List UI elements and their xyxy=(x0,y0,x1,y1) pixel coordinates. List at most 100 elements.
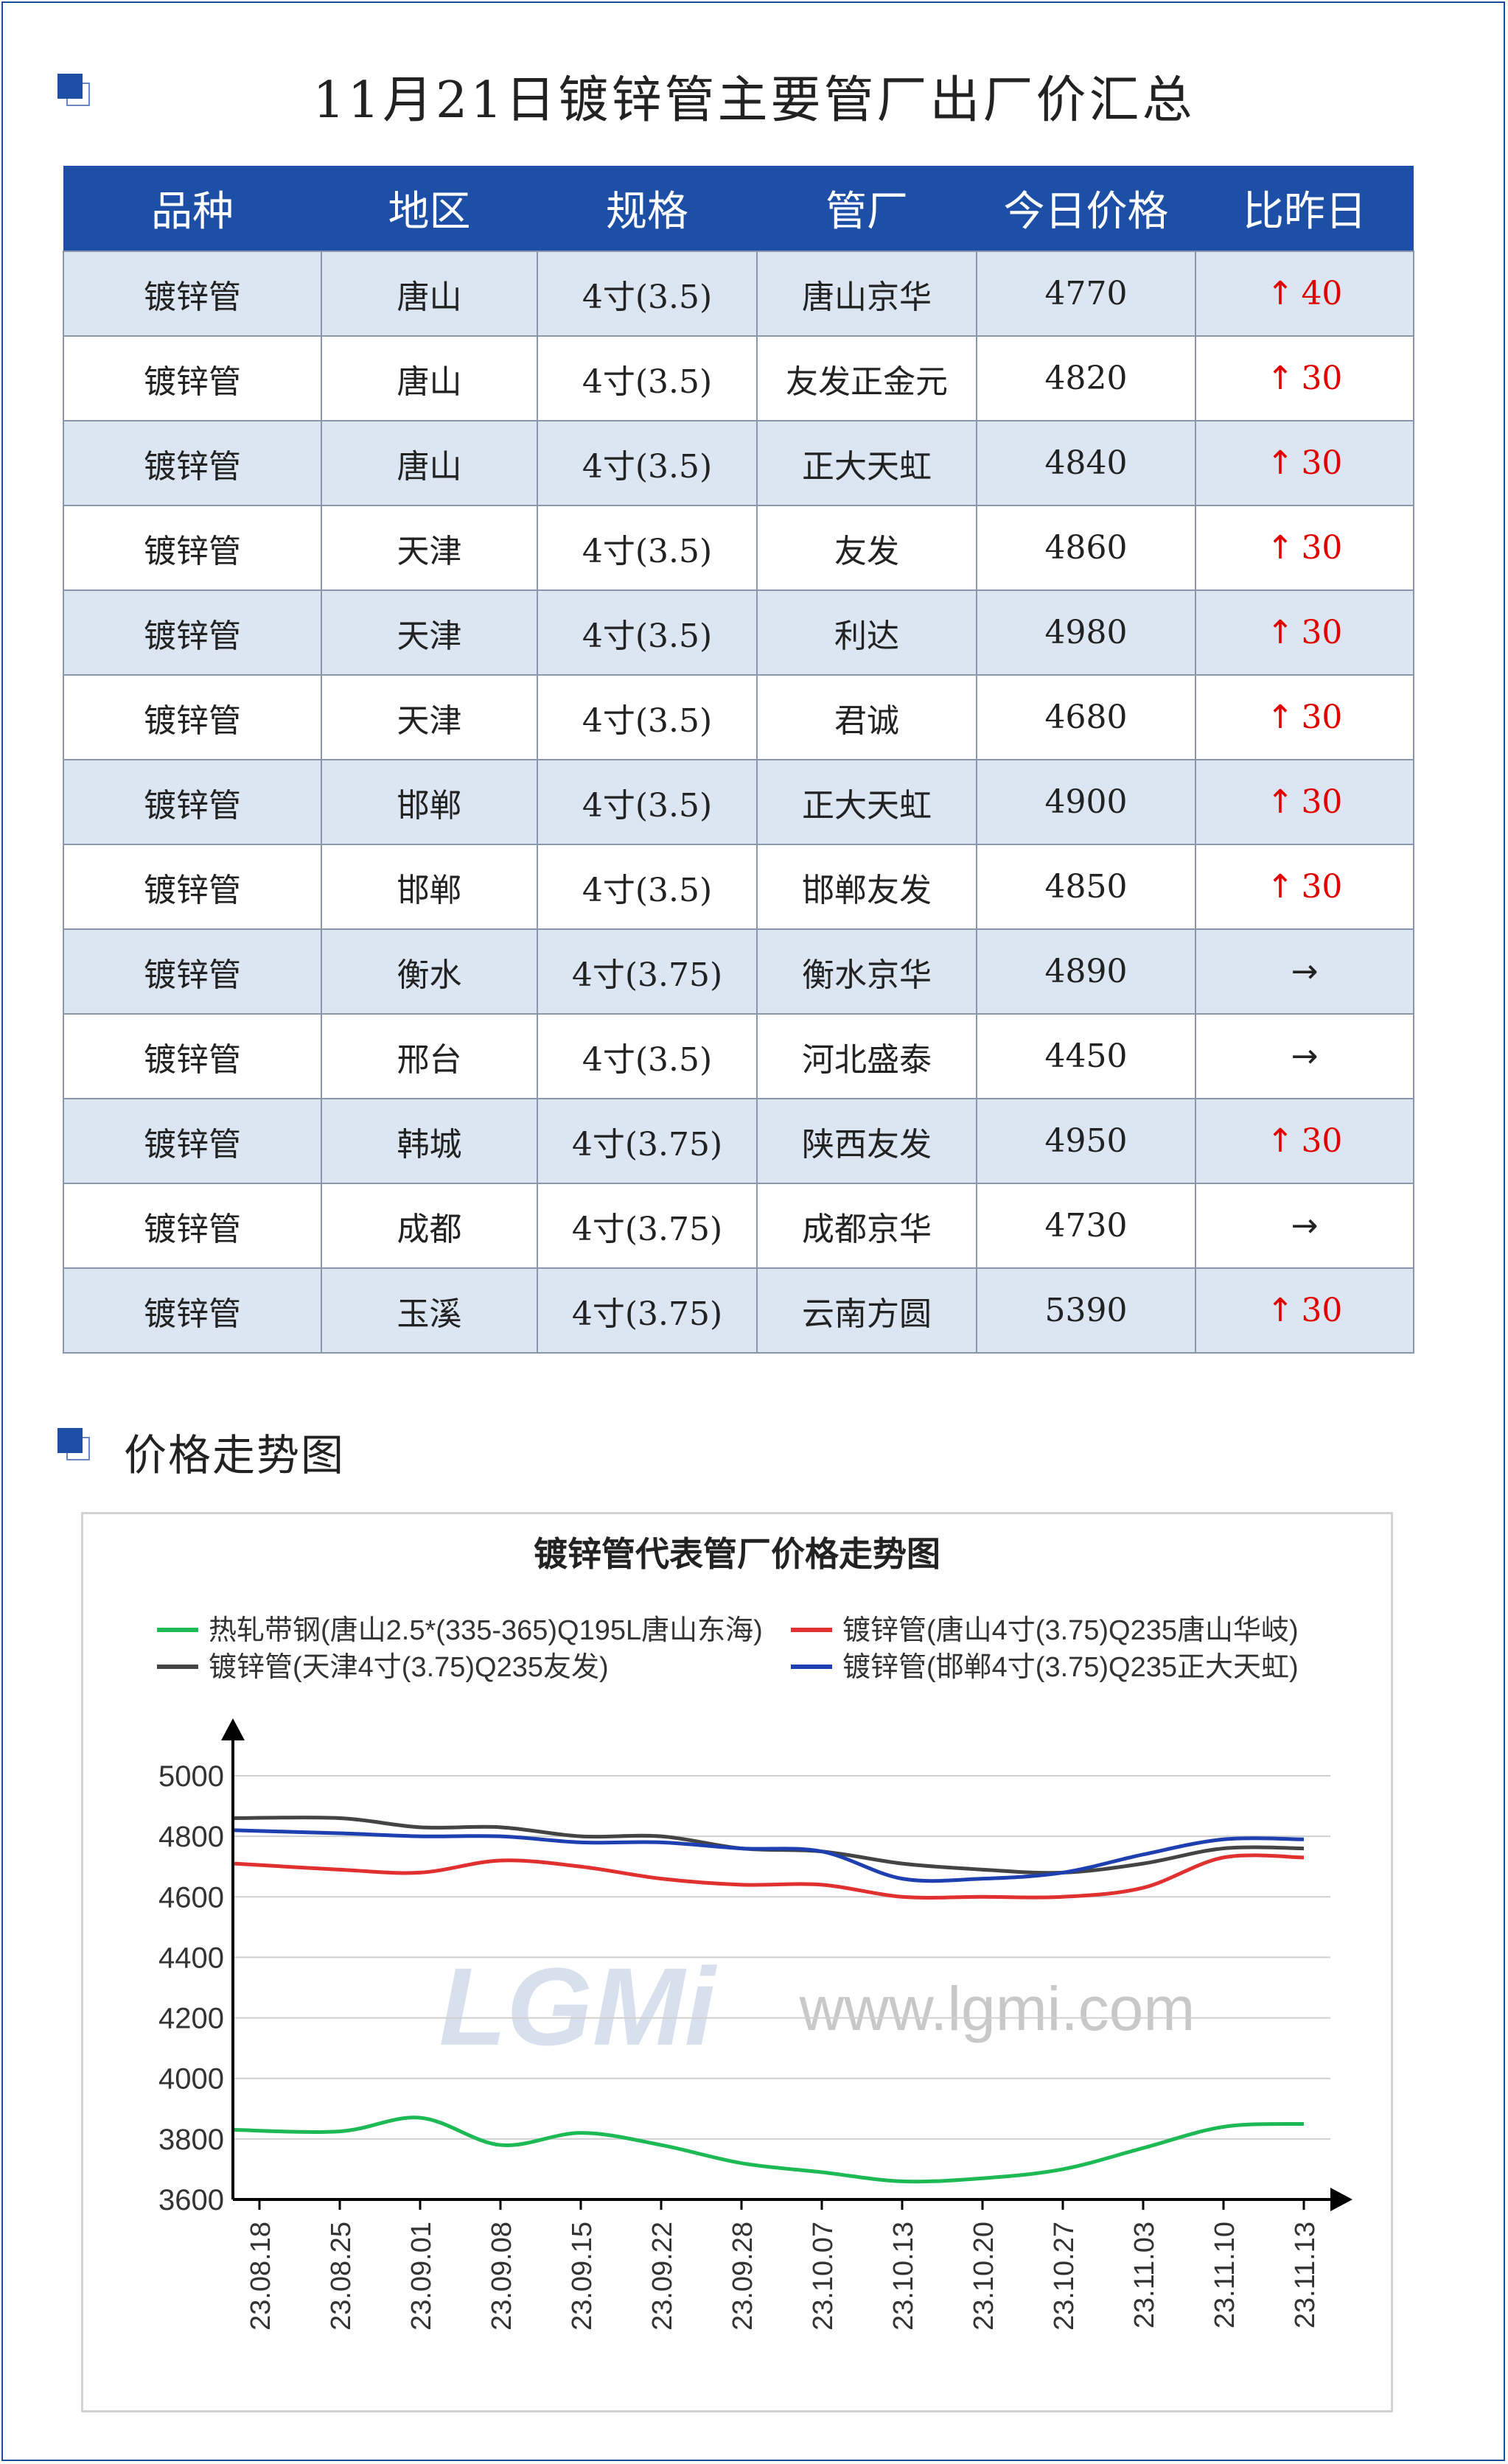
y-tick-label: 5000 xyxy=(158,1760,224,1793)
y-tick-label: 3600 xyxy=(158,2184,224,2216)
up-arrow-icon: ↑ xyxy=(1266,614,1294,651)
region-cell: 韩城 xyxy=(321,1098,538,1184)
change-value: 40 xyxy=(1301,275,1343,312)
header-spec: 规格 xyxy=(537,166,757,251)
header-variety: 品种 xyxy=(63,166,321,251)
spec-cell: 4寸(3.5) xyxy=(537,844,758,930)
y-tick-label: 4200 xyxy=(158,2003,224,2035)
mill-cell: 正大天虹 xyxy=(756,420,977,506)
table-row: 镀锌管 唐山 4寸(3.5) 唐山京华 4770 ↑ 40 xyxy=(63,251,1414,337)
table-row: 镀锌管 成都 4寸(3.75) 成都京华 4730 → xyxy=(63,1183,1414,1269)
series-line xyxy=(234,2115,1305,2184)
y-tick-label: 4400 xyxy=(158,1942,224,1974)
price-trend-chart: 镀锌管代表管厂价格走势图热轧带钢(唐山2.5*(335-365)Q195L唐山东… xyxy=(157,1535,1352,2331)
change-cell: ↑ 30 xyxy=(1195,1098,1414,1184)
table-row: 镀锌管 韩城 4寸(3.75) 陕西友发 4950 ↑ 30 xyxy=(63,1098,1414,1184)
region-cell: 唐山 xyxy=(321,420,538,506)
table-row: 镀锌管 邯郸 4寸(3.5) 邯郸友发 4850 ↑ 30 xyxy=(63,844,1414,930)
x-tick-label: 23.09.15 xyxy=(567,2222,598,2331)
variety-cell: 镀锌管 xyxy=(63,335,322,421)
table-row: 镀锌管 邢台 4寸(3.5) 河北盛泰 4450 → xyxy=(63,1013,1414,1099)
up-arrow-icon: ↑ xyxy=(1266,529,1294,567)
spec-cell: 4寸(3.75) xyxy=(537,1098,758,1184)
variety-cell: 镀锌管 xyxy=(63,505,322,591)
spec-cell: 4寸(3.75) xyxy=(537,928,758,1015)
variety-cell: 镀锌管 xyxy=(63,1013,322,1099)
variety-cell: 镀锌管 xyxy=(63,674,322,760)
up-arrow-icon: ↑ xyxy=(1266,699,1294,736)
page-title: 11月21日镀锌管主要管厂出厂价汇总 xyxy=(313,71,1195,130)
y-tick-label: 4600 xyxy=(158,1881,224,1914)
change-cell: → xyxy=(1195,928,1414,1015)
region-cell: 邯郸 xyxy=(321,844,538,930)
table-row: 镀锌管 唐山 4寸(3.5) 正大天虹 4840 ↑ 30 xyxy=(63,420,1414,506)
up-arrow-icon: ↑ xyxy=(1266,444,1294,482)
table-row: 镀锌管 邯郸 4寸(3.5) 正大天虹 4900 ↑ 30 xyxy=(63,759,1414,845)
watermark-logo: LGMi xyxy=(439,1945,718,2068)
price-cell: 5390 xyxy=(976,1267,1196,1354)
change-cell: ↑ 30 xyxy=(1195,674,1414,760)
up-arrow-icon: ↑ xyxy=(1266,1292,1294,1329)
region-cell: 邯郸 xyxy=(321,759,538,845)
price-cell: 4850 xyxy=(976,844,1196,930)
change-cell: ↑ 30 xyxy=(1195,1267,1414,1354)
change-value: 30 xyxy=(1301,1122,1343,1160)
price-cell: 4890 xyxy=(976,928,1196,1015)
change-cell: ↑ 30 xyxy=(1195,759,1414,845)
table-body: 镀锌管 唐山 4寸(3.5) 唐山京华 4770 ↑ 40 镀锌管 唐山 4寸(3.5) 友发正金元… xyxy=(63,251,1414,1354)
header-change: 比昨日 xyxy=(1195,166,1414,251)
change-value: 30 xyxy=(1301,783,1343,821)
header-mill: 管厂 xyxy=(757,166,977,251)
legend-label: 镀锌管(唐山4寸(3.75)Q235唐山华岐) xyxy=(842,1615,1299,1646)
table-row: 镀锌管 天津 4寸(3.5) 君诚 4680 ↑ 30 xyxy=(63,674,1414,760)
variety-cell: 镀锌管 xyxy=(63,1183,322,1269)
region-cell: 天津 xyxy=(321,589,538,676)
x-axis-arrow-icon xyxy=(1330,2188,1352,2211)
mill-cell: 云南方圆 xyxy=(756,1267,977,1354)
change-cell: ↑ 30 xyxy=(1195,589,1414,676)
flat-arrow-icon: → xyxy=(1291,1207,1319,1245)
x-tick-label: 23.10.27 xyxy=(1049,2222,1080,2331)
price-cell: 4900 xyxy=(976,759,1196,845)
table-row: 镀锌管 玉溪 4寸(3.75) 云南方圆 5390 ↑ 30 xyxy=(63,1267,1414,1354)
price-cell: 4950 xyxy=(976,1098,1196,1184)
flat-arrow-icon: → xyxy=(1291,1037,1319,1075)
x-tick-label: 23.11.03 xyxy=(1129,2222,1160,2328)
header-region: 地区 xyxy=(321,166,537,251)
spec-cell: 4寸(3.5) xyxy=(537,505,758,591)
y-axis-arrow-icon xyxy=(221,1718,245,1740)
change-cell: → xyxy=(1195,1013,1414,1099)
x-tick-label: 23.11.10 xyxy=(1209,2222,1240,2328)
x-tick-label: 23.10.07 xyxy=(808,2222,839,2331)
region-cell: 衡水 xyxy=(321,928,538,1015)
title-square-icon xyxy=(57,74,90,106)
change-cell: → xyxy=(1195,1183,1414,1269)
x-tick-label: 23.09.22 xyxy=(647,2222,678,2331)
region-cell: 玉溪 xyxy=(321,1267,538,1354)
x-tick-label: 23.10.13 xyxy=(888,2222,919,2331)
change-cell: ↑ 30 xyxy=(1195,505,1414,591)
variety-cell: 镀锌管 xyxy=(63,928,322,1015)
x-tick-label: 23.08.25 xyxy=(326,2222,357,2331)
table-row: 镀锌管 天津 4寸(3.5) 利达 4980 ↑ 30 xyxy=(63,589,1414,676)
y-tick-label: 4800 xyxy=(158,1821,224,1853)
region-cell: 天津 xyxy=(321,674,538,760)
price-cell: 4820 xyxy=(976,335,1196,421)
change-value: 30 xyxy=(1301,868,1343,906)
price-cell: 4770 xyxy=(976,251,1196,337)
mill-cell: 陕西友发 xyxy=(756,1098,977,1184)
spec-cell: 4寸(3.5) xyxy=(537,674,758,760)
x-tick-label: 23.10.20 xyxy=(968,2222,999,2331)
region-cell: 成都 xyxy=(321,1183,538,1269)
series-line xyxy=(234,1828,1305,1883)
table-row: 镀锌管 天津 4寸(3.5) 友发 4860 ↑ 30 xyxy=(63,505,1414,591)
spec-cell: 4寸(3.5) xyxy=(537,251,758,337)
region-cell: 天津 xyxy=(321,505,538,591)
spec-cell: 4寸(3.5) xyxy=(537,420,758,506)
mill-cell: 唐山京华 xyxy=(756,251,977,337)
spec-cell: 4寸(3.75) xyxy=(537,1183,758,1269)
mill-cell: 友发正金元 xyxy=(756,335,977,421)
region-cell: 唐山 xyxy=(321,251,538,337)
x-tick-label: 23.09.28 xyxy=(727,2222,758,2331)
